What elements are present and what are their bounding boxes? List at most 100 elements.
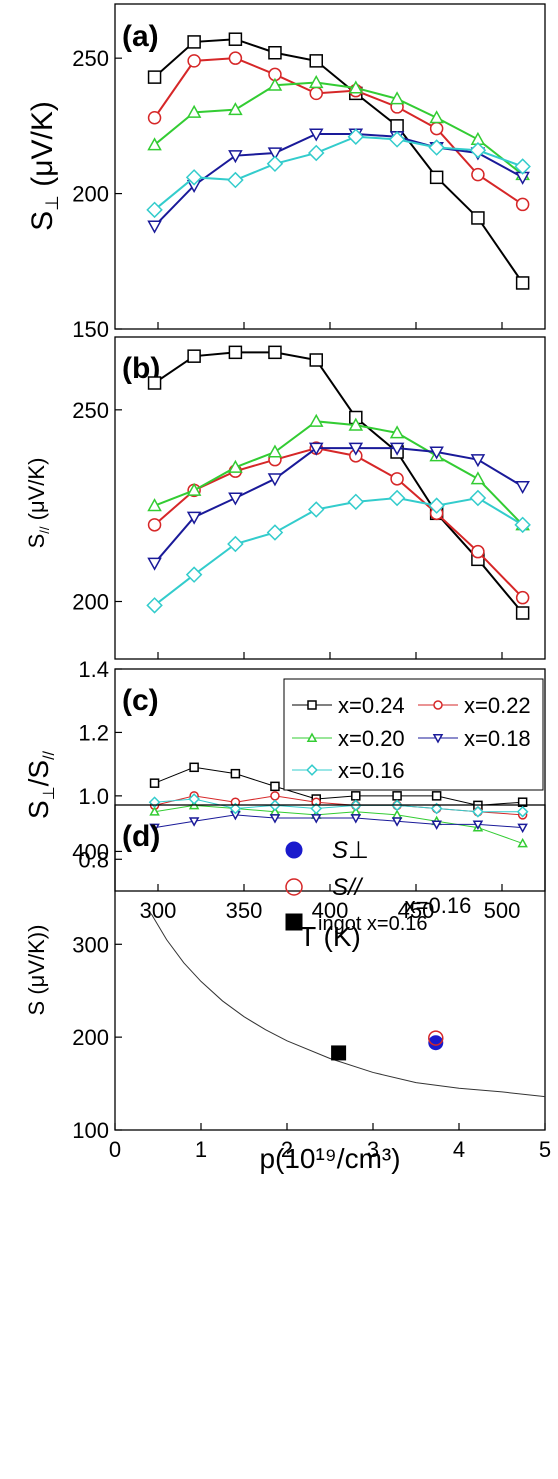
- legend-marker-x-0-16: [306, 764, 318, 776]
- point-b-x-0-16-1: [185, 566, 203, 583]
- point-b-x-0-22-9: [515, 590, 530, 605]
- point-b-x-0-22-0: [147, 518, 162, 532]
- point-c-x-0-18-5: [350, 814, 362, 824]
- series-line-c-x-0-24: [154, 766, 523, 806]
- marks-a: [146, 32, 531, 290]
- point-a-x-0-16-3: [266, 155, 284, 173]
- panel-label-a: (a): [122, 20, 159, 53]
- point-a-x-0-18-3: [267, 147, 283, 161]
- xtick-label-d-5: 5: [539, 1137, 551, 1162]
- plot-frame-d-box: [114, 804, 546, 1131]
- point-b-x-0-16-3: [266, 524, 284, 541]
- point-b-x-0-22-8: [471, 544, 485, 559]
- series-line-b-x-0-16: [153, 496, 524, 607]
- annotation-d: x=0.16: [405, 893, 472, 918]
- xtick-label-d-0: 0: [109, 1137, 121, 1162]
- xtick-label-c-450: 450: [398, 898, 435, 923]
- point-c-x-0-16-9: [516, 805, 529, 818]
- point-a-x-0-24-9: [515, 276, 530, 290]
- point-a-x-0-16-7: [428, 139, 445, 156]
- point-c-x-0-24-2: [230, 768, 241, 779]
- ylabel-d: S (μV/K)): [24, 925, 49, 1016]
- legend-label-x-0-24: x=0.24: [338, 693, 405, 718]
- point-b-x-0-20-8: [470, 471, 486, 485]
- marks-b: [146, 345, 531, 620]
- series-line-b-x-0-20: [154, 420, 524, 526]
- point-a-x-0-24-2: [228, 32, 243, 46]
- legend-marker-d-s: [285, 878, 303, 896]
- point-c-x-0-24-0: [149, 778, 160, 788]
- point-c-x-0-18-3: [269, 814, 281, 824]
- point-b-x-0-22-6: [390, 472, 404, 486]
- point-b-x-0-20-3: [267, 444, 283, 458]
- xtick-label-d-4: 4: [453, 1137, 465, 1162]
- point-b-x-0-16-7: [428, 497, 445, 514]
- point-c-x-0-24-1: [189, 762, 199, 773]
- series-line-c-x-0-16: [154, 798, 523, 813]
- point-b-x-0-18-7: [429, 446, 444, 460]
- point-b-x-0-16-9: [514, 516, 531, 534]
- ticks-a: 150 200 250: [72, 46, 503, 342]
- point-c-x-0-18-4: [310, 814, 322, 824]
- point-a-x-0-22-9: [515, 197, 530, 212]
- point-c-x-0-18-6: [391, 817, 403, 827]
- ytick-label-a-200: 200: [72, 182, 109, 207]
- xlabel-c: T (K): [299, 921, 361, 952]
- point-b-x-0-18-2: [228, 492, 243, 506]
- ytick-label-d-200: 200: [72, 1025, 109, 1050]
- legend-label-x-0-22: x=0.22: [464, 693, 531, 718]
- point-c-x-0-18-7: [431, 820, 442, 830]
- ytick-label-d-300: 300: [72, 932, 109, 957]
- legend-label-d-ingot-x-0-16: ingot x=0.16: [318, 913, 428, 935]
- point-b-x-0-24-2: [228, 345, 243, 360]
- point-b-x-0-20-4: [308, 413, 324, 427]
- point-a-x-0-16-8: [469, 141, 487, 159]
- series-line-a-x-0-16: [153, 135, 523, 211]
- xtick-label-c-400: 400: [312, 898, 349, 923]
- point-c-x-0-16-8: [472, 805, 484, 818]
- legend-marker-x-0-18: [432, 734, 444, 744]
- point-c-x-0-18-8: [472, 820, 484, 830]
- point-b-x-0-16-0: [146, 597, 163, 614]
- point-b-x-0-24-1: [187, 349, 201, 363]
- point-b-x-0-20-2: [228, 459, 243, 473]
- point-a-x-0-22-2: [228, 51, 243, 65]
- panel-c: (c) 0.8 1.0 1.2 1.4 300 350 400 450 500 S⊥/S// T…: [23, 657, 546, 952]
- point-b-x-0-18-4: [308, 442, 324, 456]
- pisarenko-curve: [150, 913, 546, 1098]
- xtick-label-c-300: 300: [140, 898, 177, 923]
- ytick-label-b-250: 250: [72, 398, 109, 423]
- point-c-x-0-16-1: [188, 793, 200, 805]
- point-d-s-0: [428, 1035, 444, 1051]
- point-a-x-0-20-6: [389, 91, 405, 105]
- point-c-x-0-16-4: [310, 802, 323, 815]
- legend-label-x-0-20: x=0.20: [338, 726, 405, 751]
- point-a-x-0-16-6: [388, 131, 406, 148]
- ylabel-a: S⊥ (μV/K): [26, 101, 62, 231]
- point-d-ingot-x-0-16-0: [331, 1045, 347, 1061]
- point-c-x-0-20-9: [517, 837, 528, 848]
- xtick-label-c-500: 500: [484, 898, 521, 923]
- point-a-x-0-22-8: [471, 167, 485, 182]
- point-c-x-0-16-7: [430, 802, 443, 815]
- point-a-x-0-22-1: [187, 54, 201, 68]
- legend-d: S⊥ S// ingot x=0.16: [285, 837, 428, 935]
- point-b-x-0-20-0: [147, 498, 162, 512]
- point-c-x-0-24-3: [270, 781, 280, 792]
- legend-label-d-s: S//: [332, 874, 364, 901]
- ticks-b: 200 250: [72, 398, 503, 659]
- panel-a: (a) 150 200 250 S⊥ (μV/K): [26, 3, 546, 342]
- point-b-x-0-18-9: [515, 480, 530, 495]
- point-a-x-0-24-4: [309, 54, 323, 68]
- point-d-s-0: [428, 1030, 444, 1046]
- point-c-x-0-18-9: [517, 823, 528, 834]
- point-c-x-0-16-2: [229, 802, 242, 815]
- point-b-x-0-18-1: [186, 511, 202, 525]
- point-b-x-0-24-0: [147, 376, 162, 390]
- series-line-b-x-0-18: [153, 447, 524, 564]
- ytick-label-c-1: 1.0: [78, 784, 109, 809]
- ytick-label-d-100: 100: [72, 1118, 109, 1143]
- ticks-d: 100 200 300 400 0 1 2 3 4 5: [72, 839, 551, 1162]
- point-b-x-0-18-3: [267, 473, 283, 487]
